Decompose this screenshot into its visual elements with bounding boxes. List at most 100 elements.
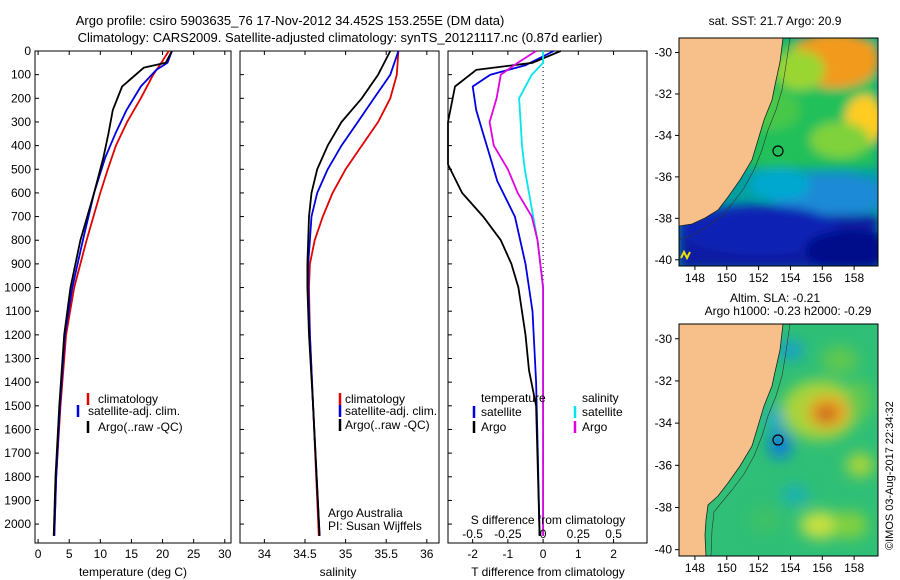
series-line-argo-raw-qc- — [52, 50, 173, 536]
land — [679, 38, 783, 226]
salinity-panel: 34 34.5 35 35.5 36 climatology satellite-adj… — [239, 50, 440, 579]
depth-tick-label: 1400 — [4, 375, 31, 389]
lon-tick-label: 156 — [812, 271, 832, 285]
depth-tick-label: 100 — [11, 68, 31, 82]
difference-series — [447, 50, 562, 536]
x-tick-label: 35.5 — [375, 547, 399, 561]
legend-temperature-header: temperature — [481, 391, 546, 405]
lat-tick-label: -30 — [655, 46, 673, 60]
x-tick-label: 15 — [125, 547, 139, 561]
series-line-argo-raw-qc- — [306, 50, 392, 536]
sst-map-image — [679, 38, 878, 266]
lat-tick-label: -32 — [655, 374, 673, 388]
series-line-temperature-argo — [447, 50, 562, 536]
series-line-salinity-satellite — [518, 51, 544, 536]
legend-s-argo: Argo — [582, 420, 608, 434]
depth-tick-label: 600 — [11, 186, 31, 200]
depth-tick-label: 1700 — [4, 446, 31, 460]
argo-location-marker — [772, 434, 784, 446]
credit: ©IMOS 03-Aug-2017 22:34:32 — [884, 401, 896, 550]
series-line-climatology — [308, 50, 400, 536]
salinity-legend: climatology satellite-adj. clim. Argo(..… — [328, 392, 437, 533]
series-line-salinity-argo — [488, 50, 544, 536]
annotation-argo-australia: Argo Australia — [328, 506, 403, 520]
title-line-1: Argo profile: csiro 5903635_76 17-Nov-20… — [76, 13, 505, 28]
depth-tick-label: 1300 — [4, 352, 31, 366]
temperature-legend: climatology satellite-adj. clim. Argo(..… — [76, 392, 183, 434]
s-diff-tick-label: 0.5 — [605, 527, 622, 541]
legend-climatology: climatology — [98, 392, 158, 406]
series-line-satellite-adj-clim- — [53, 50, 173, 536]
x-tick-label: 36 — [420, 547, 434, 561]
t-diff-label: T difference from climatology — [471, 565, 625, 579]
depth-tick-label: 1100 — [5, 304, 31, 318]
depth-tick-label: 800 — [11, 233, 31, 247]
legend-t-argo: Argo — [481, 420, 507, 434]
lon-tick-label: 148 — [685, 561, 705, 575]
depth-axis: 0 100 200 300 400 500 600 700 800 900 1000 1100 1200… — [4, 44, 452, 531]
legend-argo: Argo(..raw -QC) — [98, 420, 183, 434]
lat-tick-label: -36 — [655, 458, 673, 472]
coast-marker — [680, 249, 691, 261]
s-diff-axis: -0.5 -0.25 0 0.25 0.5 — [462, 527, 622, 541]
legend-argo: Argo(..raw -QC) — [345, 418, 430, 432]
depth-tick-label: 1600 — [4, 422, 31, 436]
x-tick-label: 1 — [575, 547, 582, 561]
lat-tick-label: -40 — [655, 543, 673, 557]
land — [679, 324, 783, 556]
x-tick-label: 20 — [156, 547, 170, 561]
x-tick-label: 25 — [187, 547, 201, 561]
lon-tick-label: 150 — [717, 561, 737, 575]
sst-map-title: sat. SST: 21.7 Argo: 20.9 — [709, 14, 842, 28]
x-tick-label: -1 — [503, 547, 514, 561]
salinity-plot-frame — [239, 50, 440, 544]
depth-tick-label: 0 — [24, 44, 31, 58]
sla-map-title-1: Altim. SLA: -0.21 — [730, 291, 820, 305]
x-tick-label: 0 — [540, 547, 547, 561]
s-diff-tick-label: 0 — [540, 527, 547, 541]
series-line-satellite-adj-clim- — [307, 50, 400, 536]
lat-tick-label: -36 — [655, 170, 673, 184]
sla-lat-axis: -30 -32 -34 -36 -38 -40 — [655, 332, 679, 557]
temperature-series — [52, 50, 173, 536]
sst-lon-axis: 148 150 152 154 156 158 — [685, 266, 864, 285]
s-diff-tick-label: 0.25 — [567, 527, 591, 541]
lat-tick-label: -30 — [655, 332, 673, 346]
lon-tick-label: 154 — [780, 271, 800, 285]
argo-location-marker — [772, 145, 784, 157]
legend-t-satellite: satellite — [481, 405, 522, 419]
lon-tick-label: 152 — [749, 561, 769, 575]
x-tick-label: 34 — [258, 547, 272, 561]
s-diff-tick-label: -0.25 — [494, 527, 522, 541]
lon-tick-label: 150 — [717, 271, 737, 285]
depth-tick-label: 700 — [11, 210, 31, 224]
coastline — [704, 324, 784, 556]
series-line-temperature-satellite — [471, 50, 555, 536]
legend-satellite: satellite-adj. clim. — [345, 404, 437, 418]
difference-legend: temperature satellite Argo salinity sate… — [472, 391, 623, 434]
legend-climatology: climatology — [345, 392, 405, 406]
sla-lon-axis: 148 150 152 154 156 158 — [685, 556, 864, 575]
temperature-x-label: temperature (deg C) — [79, 565, 187, 579]
s-diff-label: S difference from climatology — [471, 513, 626, 527]
lat-tick-label: -34 — [655, 128, 673, 142]
lat-tick-label: -38 — [655, 211, 673, 225]
coastline — [679, 38, 784, 227]
lat-tick-label: -38 — [655, 500, 673, 514]
legend-satellite: satellite-adj. clim. — [88, 404, 180, 418]
depth-tick-label: 1200 — [4, 328, 31, 342]
sst-lat-axis: -30 -32 -34 -36 -38 -40 — [655, 46, 679, 267]
title-line-2: Climatology: CARS2009. Satellite-adjuste… — [78, 30, 603, 45]
temperature-x-axis: 0 5 10 15 20 25 30 — [35, 51, 232, 561]
depth-tick-label: 300 — [11, 115, 31, 129]
depth-tick-label: 2000 — [4, 517, 31, 531]
sla-map: Altim. SLA: -0.21 Argo h1000: -0.23 h200… — [655, 291, 879, 575]
x-tick-label: -2 — [467, 547, 478, 561]
salinity-x-label: salinity — [320, 565, 357, 579]
x-tick-label: 5 — [66, 547, 73, 561]
lon-tick-label: 148 — [685, 271, 705, 285]
x-tick-label: 10 — [94, 547, 108, 561]
annotation-pi: PI: Susan Wijffels — [328, 519, 422, 533]
depth-tick-label: 1900 — [4, 493, 31, 507]
lon-tick-label: 158 — [844, 271, 864, 285]
